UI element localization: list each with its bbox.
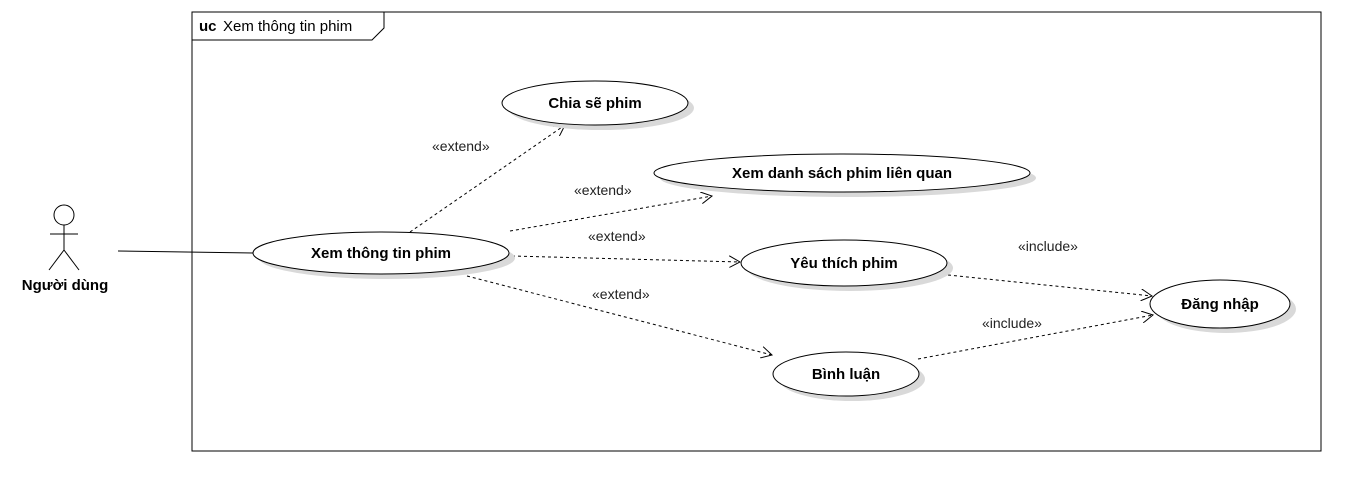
association-line <box>117 250 254 254</box>
extend-favorite-line <box>511 255 740 262</box>
extend-related-line <box>509 196 712 232</box>
include-comment-login-line <box>917 315 1153 360</box>
use-case-label: Yêu thích phim <box>790 255 898 272</box>
actor-label: Người dùng <box>22 277 109 294</box>
extend-favorite-label: «extend» <box>588 228 646 244</box>
actor-nguoi-dung[interactable]: Người dùng <box>22 204 109 294</box>
include-comment-login-label: «include» <box>982 315 1042 331</box>
extend-comment-line <box>466 275 772 355</box>
system-frame: uc Xem thông tin phim <box>191 11 1322 452</box>
use-case-dang-nhap[interactable]: Đăng nhập <box>1149 279 1296 333</box>
use-case-binh-luan[interactable]: Bình luận <box>772 351 925 401</box>
frame-keyword: uc <box>199 18 217 35</box>
include-favorite-login-line <box>947 274 1152 296</box>
extend-share-label: «extend» <box>432 138 490 154</box>
extend-comment-label: «extend» <box>592 286 650 302</box>
include-favorite-login-label: «include» <box>1018 238 1078 254</box>
frame-title: Xem thông tin phim <box>223 18 352 35</box>
use-case-label: Bình luận <box>812 366 880 383</box>
use-case-label: Đăng nhập <box>1181 296 1259 313</box>
extend-share-line <box>409 125 565 233</box>
use-case-chia-se-phim[interactable]: Chia sẽ phim <box>501 80 694 130</box>
use-case-label: Chia sẽ phim <box>548 95 641 112</box>
use-case-xem-danh-sach-phim-lien-quan[interactable]: Xem danh sách phim liên quan <box>653 153 1036 197</box>
extend-related-label: «extend» <box>574 182 632 198</box>
use-case-label: Xem danh sách phim liên quan <box>732 165 952 182</box>
use-case-label: Xem thông tin phim <box>311 245 451 262</box>
use-case-yeu-thich-phim[interactable]: Yêu thích phim <box>740 239 953 291</box>
use-case-xem-thong-tin-phim[interactable]: Xem thông tin phim <box>252 231 515 279</box>
